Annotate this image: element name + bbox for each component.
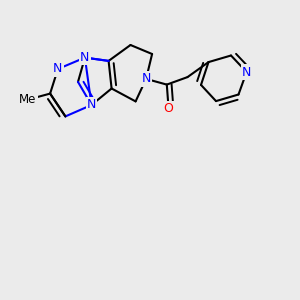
Text: N: N [87,98,96,112]
Text: N: N [242,65,251,79]
Text: N: N [80,51,90,64]
Text: O: O [164,102,173,115]
Text: N: N [53,62,63,76]
Text: Me: Me [19,93,37,106]
Text: N: N [141,72,151,86]
